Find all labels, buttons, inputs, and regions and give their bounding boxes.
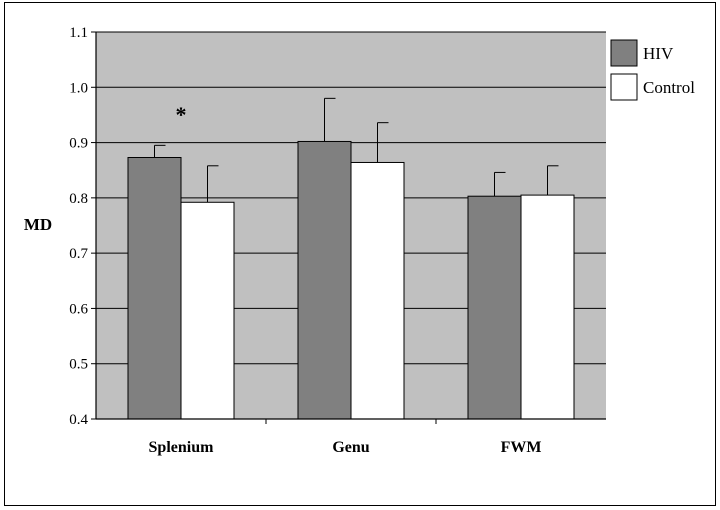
- y-tick-label: 0.4: [69, 412, 88, 428]
- y-tick-label: 0.8: [69, 191, 88, 207]
- legend-swatch-control: [610, 73, 638, 101]
- error-bars: [154, 97, 559, 203]
- bar-control-splenium: [180, 201, 235, 420]
- bar-control-fwm: [520, 194, 575, 420]
- bar-hiv-genu: [297, 140, 352, 420]
- y-tick-label: 1.0: [69, 80, 88, 96]
- significance-asterisk: *: [176, 102, 187, 127]
- x-tick-labels: Splenium Genu FWM: [149, 439, 542, 456]
- bar-hiv-splenium: [127, 156, 182, 420]
- y-tick-label: 1.1: [69, 25, 88, 41]
- y-axis-label: MD: [24, 215, 52, 234]
- y-tick-labels: 0.4 0.5 0.6 0.7 0.8 0.9 1.0 1.1: [69, 25, 88, 428]
- axes: [95, 32, 606, 424]
- legend-label-hiv: HIV: [643, 44, 674, 63]
- legend-label-control: Control: [643, 78, 695, 97]
- bar-control-genu: [350, 161, 405, 420]
- x-tick-label: Genu: [332, 439, 369, 456]
- bars: [127, 140, 575, 420]
- y-tick-label: 0.5: [69, 357, 88, 373]
- legend-swatch-hiv: [610, 39, 638, 67]
- x-tick-label: FWM: [501, 439, 542, 456]
- y-tick-label: 0.9: [69, 136, 88, 152]
- y-tick-label: 0.7: [69, 246, 88, 262]
- annotations: *: [176, 102, 187, 127]
- bar-hiv-fwm: [467, 195, 522, 420]
- legend: HIV Control: [606, 32, 706, 102]
- y-tick-label: 0.6: [69, 301, 88, 317]
- x-tick-label: Splenium: [149, 439, 215, 456]
